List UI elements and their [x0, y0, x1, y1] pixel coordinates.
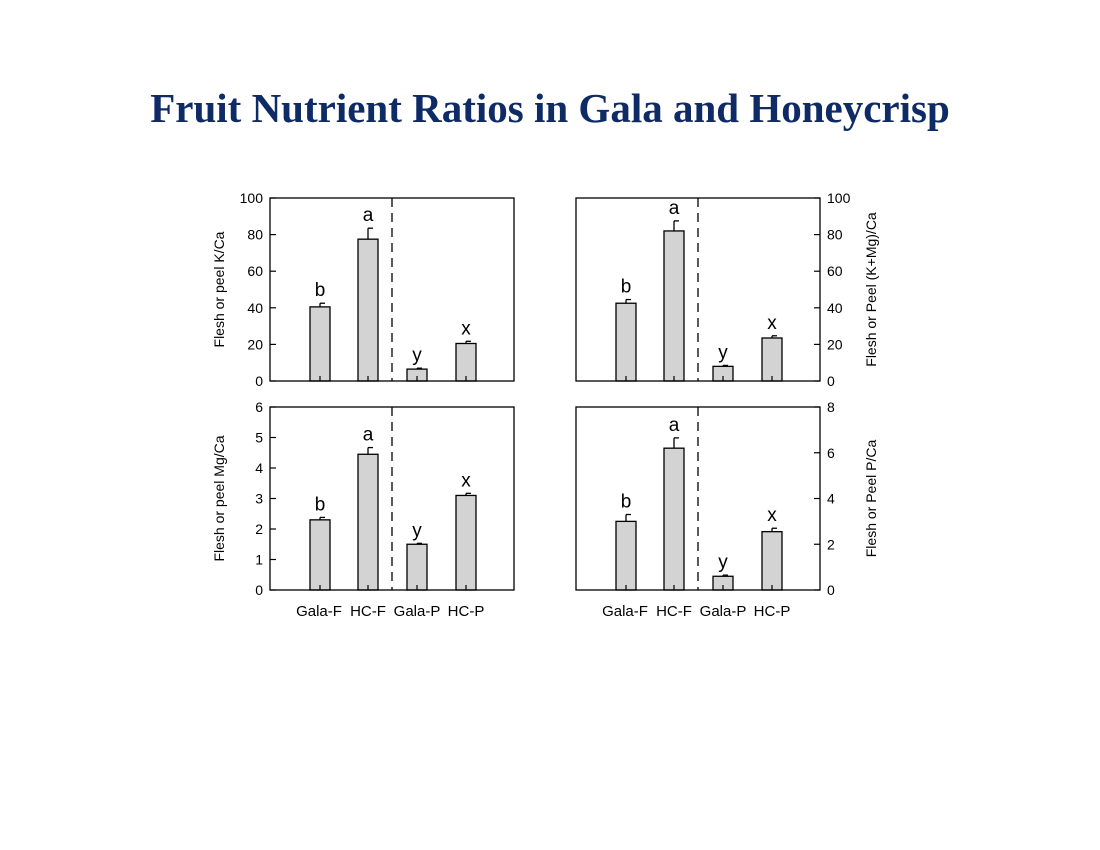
y-tick-label: 5	[255, 430, 263, 446]
y-axis-label: Flesh or peel Mg/Ca	[211, 435, 227, 561]
significance-letter: y	[718, 552, 728, 573]
significance-letter: x	[767, 505, 777, 526]
significance-letter: b	[621, 492, 632, 513]
bar-gala-f	[615, 302, 637, 382]
y-tick-label: 4	[827, 491, 835, 507]
bar-hc-p	[761, 337, 783, 382]
x-tick-label: Gala-P	[700, 603, 747, 620]
chart-panel-3: b a y x 0 1 2 3 4 5 6 Flesh or peel Mg/Ca Gala-F HC-F…	[211, 399, 515, 620]
y-tick-label: 8	[827, 399, 835, 415]
y-tick-label: 80	[827, 227, 843, 243]
bar-gala-p	[406, 543, 428, 591]
bar-hc-f	[357, 453, 379, 591]
y-tick-label: 4	[255, 460, 263, 476]
bar-hc-p	[455, 494, 477, 591]
bar-hc-p	[455, 342, 477, 382]
y-tick-label: 0	[827, 582, 835, 598]
significance-letter: x	[767, 313, 777, 334]
x-tick-label: HC-F	[656, 603, 692, 620]
y-tick-label: 100	[240, 190, 264, 206]
y-tick-label: 100	[827, 190, 851, 206]
y-tick-label: 2	[255, 521, 263, 537]
y-tick-label: 40	[827, 300, 843, 316]
x-tick-label: Gala-F	[296, 603, 342, 620]
significance-letter: y	[412, 345, 422, 366]
plot-frame	[575, 197, 821, 382]
bar-gala-f	[309, 306, 331, 382]
x-tick-label: Gala-P	[394, 603, 441, 620]
bar-hc-f	[357, 238, 379, 382]
x-tick-label: HC-F	[350, 603, 386, 620]
y-tick-label: 60	[247, 263, 263, 279]
significance-letter: x	[461, 318, 471, 339]
y-tick-label: 3	[255, 491, 263, 507]
y-tick-label: 6	[255, 399, 263, 415]
y-tick-label: 1	[255, 552, 263, 568]
significance-letter: y	[718, 342, 728, 363]
bar-hc-f	[663, 230, 685, 382]
y-tick-label: 0	[827, 373, 835, 389]
y-tick-label: 40	[247, 300, 263, 316]
significance-letter: a	[669, 415, 680, 436]
y-tick-label: 6	[827, 445, 835, 461]
y-tick-label: 0	[255, 373, 263, 389]
significance-letter: b	[315, 280, 326, 301]
x-tick-label: HC-P	[754, 603, 791, 620]
x-tick-label: HC-P	[448, 603, 485, 620]
significance-letter: a	[363, 425, 374, 446]
significance-letter: a	[363, 205, 374, 226]
chart-panel-2: b a y x 0 20 40 60 80 100 Flesh or Peel (K+Mg)/Ca	[575, 190, 879, 389]
bar-hc-f	[663, 447, 685, 591]
slide-title: Fruit Nutrient Ratios in Gala and Honeyc…	[150, 85, 950, 131]
y-tick-label: 20	[247, 336, 263, 352]
significance-letter: y	[412, 520, 422, 541]
bar-gala-f	[309, 519, 331, 591]
significance-letter: b	[315, 494, 326, 515]
y-tick-label: 20	[827, 336, 843, 352]
x-tick-label: Gala-F	[602, 603, 648, 620]
chart-panel-4: b a y x 0 2 4 6 8 Flesh or Peel P/Ca Gala-F HC-F Gal…	[575, 399, 879, 620]
y-tick-label: 2	[827, 536, 835, 552]
y-axis-label: Flesh or peel K/Ca	[211, 231, 227, 347]
chart-panel-1: b a y x 0 20 40 60 80 100 Flesh or peel K/Ca	[211, 190, 515, 389]
y-tick-label: 0	[255, 582, 263, 598]
significance-letter: x	[461, 470, 471, 491]
plot-frame	[269, 197, 515, 382]
significance-letter: b	[621, 277, 632, 298]
y-tick-label: 80	[247, 227, 263, 243]
significance-letter: a	[669, 198, 680, 219]
bar-hc-p	[761, 531, 783, 591]
y-axis-label: Flesh or Peel (K+Mg)/Ca	[863, 212, 879, 367]
bar-gala-f	[615, 520, 637, 591]
y-axis-label: Flesh or Peel P/Ca	[863, 440, 879, 558]
y-tick-label: 60	[827, 263, 843, 279]
